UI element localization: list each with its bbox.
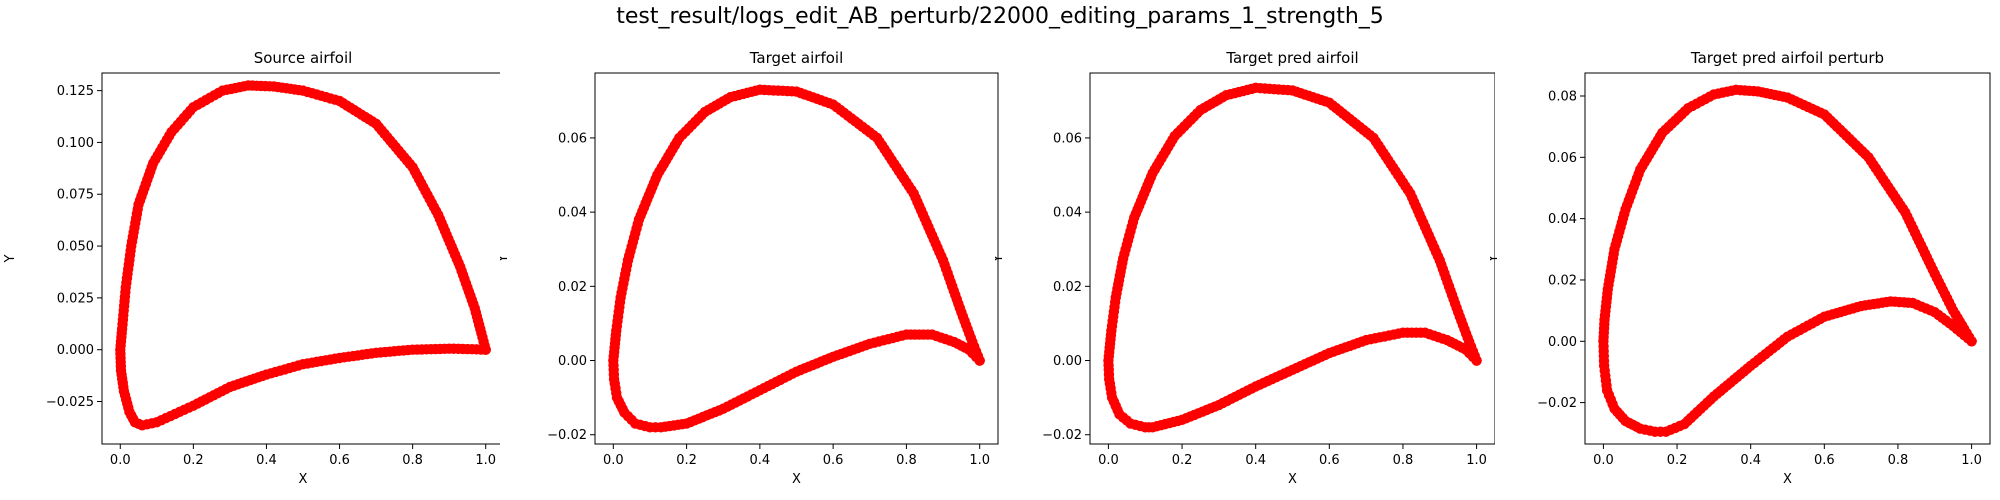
x-tick-label: 0.8 xyxy=(402,453,423,468)
y-tick-label: 0.06 xyxy=(558,131,587,146)
data-point xyxy=(1966,336,1977,347)
y-tick-label: 0.02 xyxy=(558,280,587,295)
x-tick-label: 0.2 xyxy=(1172,453,1193,468)
subplot-title: Target pred airfoil xyxy=(1225,49,1358,67)
subplot-title: Source airfoil xyxy=(254,49,353,67)
x-tick-label: 0.0 xyxy=(1098,453,1119,468)
y-tick-label: 0.100 xyxy=(57,136,94,151)
y-tick-label: 0.02 xyxy=(1053,280,1082,295)
x-tick-label: 0.8 xyxy=(896,453,917,468)
subplot-target-pred-airfoil-perturb: Target pred airfoil perturb 0.0 0.2 0.4 0.6 0… xyxy=(1490,49,1991,487)
x-tick-label: 0.6 xyxy=(1319,453,1340,468)
x-tick-label: 0.8 xyxy=(1888,453,1909,468)
y-tick-label: −0.02 xyxy=(547,428,587,443)
axes-frame xyxy=(594,72,999,445)
x-tick-label: 0.4 xyxy=(750,453,771,468)
y-axis-label: Y xyxy=(995,254,1006,263)
subplot-title: Target pred airfoil perturb xyxy=(1690,49,1884,67)
x-tick-label: 0.6 xyxy=(1814,453,1835,468)
x-tick-label: 0.0 xyxy=(603,453,624,468)
data-points xyxy=(608,84,985,433)
subplot-source-airfoil: Source airfoil 0.0 0.2 0.4 0.6 0.8 1.0 −0.025 0.… xyxy=(3,49,500,487)
subplot-target-airfoil: Target airfoil 0.0 0.2 0.4 0.6 0.8 1.0 −0.02 0.0… xyxy=(500,49,999,487)
x-tick-label: 0.2 xyxy=(183,453,204,468)
x-tick-label: 1.0 xyxy=(969,453,990,468)
y-tick-label: −0.02 xyxy=(1537,396,1577,411)
data-points xyxy=(1598,84,1977,437)
x-tick-label: 0.4 xyxy=(256,453,277,468)
y-axis-label: Y xyxy=(3,254,18,263)
x-tick-label: 0.4 xyxy=(1740,453,1761,468)
y-tick-label: 0.000 xyxy=(57,343,94,358)
x-tick-label: 0.6 xyxy=(823,453,844,468)
y-axis-label: Y xyxy=(1490,254,1501,263)
x-tick-label: 0.8 xyxy=(1393,453,1414,468)
y-tick-label: 0.025 xyxy=(57,291,94,306)
axes-frame xyxy=(1089,72,1495,445)
y-tick-label: 0.075 xyxy=(57,188,94,203)
axes-frame xyxy=(101,72,500,445)
y-tick-label: 0.050 xyxy=(57,240,94,255)
data-point xyxy=(974,355,985,366)
y-tick-label: 0.06 xyxy=(1053,131,1082,146)
x-axis-label: X xyxy=(792,472,801,487)
x-tick-label: 0.2 xyxy=(676,453,697,468)
x-tick-label: 1.0 xyxy=(1466,453,1487,468)
y-tick-label: 0.00 xyxy=(1053,354,1082,369)
x-axis-label: X xyxy=(1288,472,1297,487)
y-tick-label: 0.00 xyxy=(558,354,587,369)
x-tick-label: 1.0 xyxy=(1961,453,1982,468)
subplot-title: Target airfoil xyxy=(749,49,844,67)
figure-suptitle: test_result/logs_edit_AB_perturb/22000_e… xyxy=(616,4,1384,29)
y-tick-label: 0.00 xyxy=(1548,335,1577,350)
x-tick-label: 0.6 xyxy=(329,453,350,468)
y-tick-label: 0.08 xyxy=(1548,89,1577,104)
x-tick-label: 1.0 xyxy=(475,453,496,468)
data-point xyxy=(1471,355,1482,366)
data-point xyxy=(480,344,491,355)
x-tick-label: 0.2 xyxy=(1667,453,1688,468)
y-tick-label: 0.04 xyxy=(1053,206,1082,221)
x-axis-label: X xyxy=(1783,472,1792,487)
x-tick-label: 0.0 xyxy=(1593,453,1614,468)
data-points xyxy=(115,80,491,431)
y-axis-label: Y xyxy=(500,254,511,263)
x-tick-label: 0.4 xyxy=(1245,453,1266,468)
y-tick-label: 0.04 xyxy=(1548,212,1577,227)
y-tick-label: −0.025 xyxy=(46,395,94,410)
y-tick-label: 0.125 xyxy=(57,84,94,99)
subplot-target-pred-airfoil: Target pred airfoil 0.0 0.2 0.4 0.6 0.8 1.0 −0.… xyxy=(995,49,1495,487)
x-axis-label: X xyxy=(299,472,308,487)
axes-frame xyxy=(1584,72,1991,445)
y-tick-label: 0.06 xyxy=(1548,151,1577,166)
y-tick-label: 0.02 xyxy=(1548,273,1577,288)
y-tick-label: −0.02 xyxy=(1042,428,1082,443)
data-points xyxy=(1103,82,1482,433)
y-tick-label: 0.04 xyxy=(558,206,587,221)
x-tick-label: 0.0 xyxy=(110,453,131,468)
